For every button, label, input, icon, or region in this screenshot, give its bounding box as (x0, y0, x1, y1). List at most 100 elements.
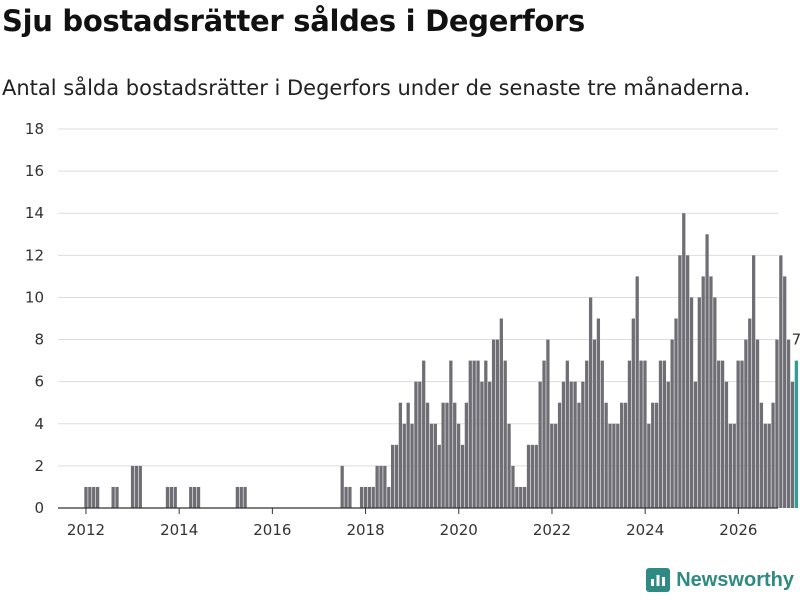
bar (561, 381, 566, 508)
bar (573, 381, 577, 508)
x-axis: 2012 2014 2016 2018 2020 2022 2024 2026 (58, 507, 778, 539)
x-tick-label: 2022 (533, 521, 571, 539)
bar (748, 318, 752, 508)
bar (755, 339, 760, 508)
bar (169, 486, 173, 508)
bar (115, 486, 119, 508)
bar (437, 444, 441, 508)
bar (130, 465, 135, 508)
bar (779, 255, 783, 508)
bar (472, 360, 476, 508)
bar (503, 360, 507, 508)
bar (235, 486, 239, 508)
bar (651, 402, 655, 508)
y-tick-label: 18 (25, 120, 44, 138)
bar (670, 339, 674, 508)
bar (736, 360, 740, 508)
bar (491, 339, 496, 508)
bar (196, 486, 201, 508)
bar (790, 381, 795, 508)
bar (394, 444, 399, 508)
bar (429, 423, 434, 508)
chart-title: Sju bostadsrätter såldes i Degerfors (2, 4, 585, 38)
bar (623, 402, 628, 508)
bar (554, 423, 558, 508)
bar (375, 465, 379, 508)
y-axis: 0 2 4 6 8 10 12 14 16 18 (25, 120, 44, 517)
bar (720, 360, 725, 508)
bar (488, 381, 492, 508)
bar (767, 423, 771, 508)
bar (608, 423, 612, 508)
bar (379, 465, 383, 508)
bar (585, 360, 589, 508)
y-tick-label: 14 (25, 204, 44, 222)
bar (697, 297, 701, 508)
bar (717, 360, 721, 508)
bar (674, 318, 678, 508)
bar (522, 486, 527, 508)
bar (639, 360, 643, 508)
bar (460, 444, 465, 508)
bar (682, 213, 686, 508)
bar (647, 423, 651, 508)
brand-name: Newsworthy (676, 568, 794, 591)
bar (193, 486, 197, 508)
bar (538, 381, 542, 508)
bar (763, 423, 767, 508)
bar (507, 423, 511, 508)
bar (88, 486, 92, 508)
bar (173, 486, 177, 508)
bar (456, 423, 461, 508)
bar (348, 486, 352, 508)
bar (588, 297, 593, 508)
bar (340, 465, 344, 508)
data-labels: 7 (792, 331, 800, 349)
bar (84, 486, 88, 508)
bar (775, 339, 779, 508)
bar (410, 423, 414, 508)
bar (398, 402, 403, 508)
bar (577, 402, 581, 508)
bar (387, 486, 391, 508)
bar (134, 465, 139, 508)
bar (786, 339, 791, 508)
bar (724, 381, 729, 508)
bar (705, 234, 709, 508)
y-tick-label: 16 (25, 162, 44, 180)
bar (402, 423, 406, 508)
bar (433, 423, 437, 508)
bar (546, 339, 550, 508)
bar (449, 360, 453, 508)
bar (484, 360, 488, 508)
bar (693, 381, 698, 508)
bar (476, 360, 480, 508)
bar (468, 360, 472, 508)
bar (441, 402, 445, 508)
newsworthy-icon (646, 568, 671, 592)
bar (239, 486, 243, 508)
y-tick-label: 10 (25, 288, 44, 306)
x-tick-label: 2014 (160, 521, 198, 539)
bar (414, 381, 418, 508)
bar (464, 402, 469, 508)
bar (542, 360, 546, 508)
bar (189, 486, 193, 508)
brand-logo: Newsworthy (646, 568, 794, 592)
bar (511, 465, 515, 508)
bar (406, 402, 410, 508)
bar (662, 360, 667, 508)
bar (654, 402, 659, 508)
bar (592, 339, 597, 508)
bar (620, 402, 624, 508)
bar (759, 402, 764, 508)
bar (604, 402, 608, 508)
bar (643, 360, 647, 508)
bar (771, 402, 775, 508)
x-tick-label: 2012 (67, 521, 105, 539)
bar (425, 402, 430, 508)
bar (569, 381, 573, 508)
y-tick-label: 8 (34, 331, 44, 349)
bar (565, 360, 569, 508)
